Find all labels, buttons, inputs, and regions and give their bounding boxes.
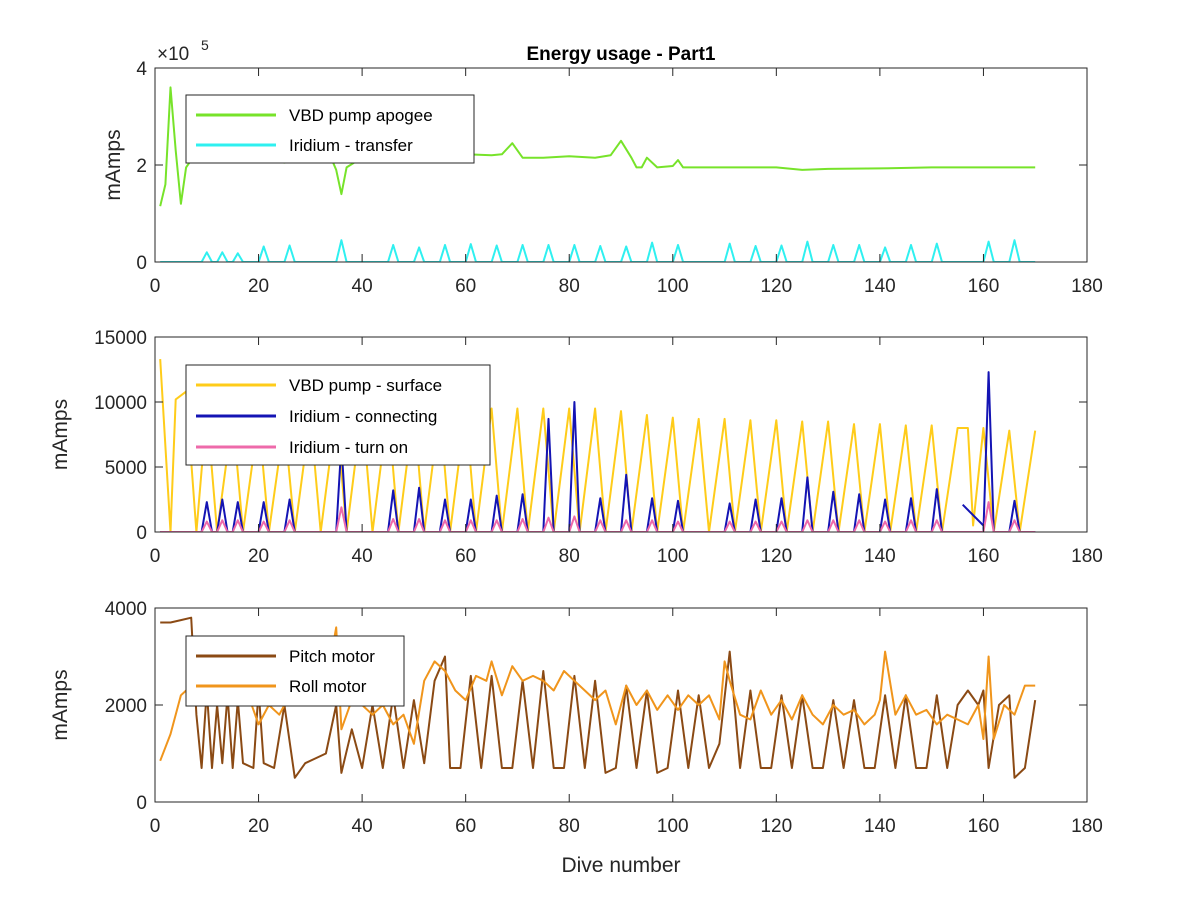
x-tick-label: 80 <box>559 276 580 297</box>
y-tick-label: 10000 <box>94 393 147 414</box>
x-tick-label: 160 <box>968 546 1000 567</box>
series-line-2 <box>160 371 1036 532</box>
series-line-2-extra <box>961 503 985 527</box>
series-line-2 <box>160 239 1036 262</box>
x-tick-label: 0 <box>150 276 161 297</box>
legend-label-2: Iridium - transfer <box>289 136 413 155</box>
x-tick-label: 60 <box>455 546 476 567</box>
y-axis-label: mAmps <box>49 669 72 740</box>
legend-label-1: VBD pump apogee <box>289 106 433 125</box>
subplots: 0 20 40 60 80 100 120 140 160 180 0 2 4 ×10 5 mAmps Ener… <box>49 37 1103 877</box>
x-tick-label: 20 <box>248 276 269 297</box>
x-tick-label: 140 <box>864 546 896 567</box>
subplot-1: 0 20 40 60 80 100 120 140 160 180 0 2 4 ×10 5 mAmps Ener… <box>102 37 1103 297</box>
series-line-3 <box>160 501 1036 532</box>
y-tick-label: 0 <box>136 253 147 274</box>
x-tick-label: 20 <box>248 816 269 837</box>
y-tick-label: 0 <box>136 523 147 544</box>
x-axis-label: Dive number <box>561 854 680 877</box>
legend-label-3: Iridium - turn on <box>289 438 408 457</box>
x-tick-label: 180 <box>1071 276 1103 297</box>
x-tick-label: 80 <box>559 546 580 567</box>
x-tick-label: 100 <box>657 276 689 297</box>
chart-title: Energy usage - Part1 <box>526 44 715 65</box>
y-tick-label: 2000 <box>105 696 147 717</box>
x-tick-label: 40 <box>352 546 373 567</box>
y-tick-label: 0 <box>136 793 147 814</box>
y-tick-label: 4000 <box>105 599 147 620</box>
axes-frame <box>154 336 1088 533</box>
x-tick-label: 160 <box>968 816 1000 837</box>
x-tick-label: 80 <box>559 816 580 837</box>
x-tick-label: 40 <box>352 816 373 837</box>
y-axis-label: mAmps <box>49 399 72 470</box>
x-tick-label: 100 <box>657 816 689 837</box>
y-exponent-label: ×10 <box>157 44 189 65</box>
x-tick-label: 20 <box>248 546 269 567</box>
y-axis-label: mAmps <box>102 129 125 200</box>
x-tick-label: 120 <box>760 816 792 837</box>
legend: VBD pump - surface Iridium - connecting Ir… <box>185 364 491 466</box>
legend-label-2: Roll motor <box>289 677 367 696</box>
x-tick-label: 60 <box>455 276 476 297</box>
series-line-1 <box>159 359 1037 532</box>
subplot-3: 0 20 40 60 80 100 120 140 160 180 0 2000 4000 mAmps Di… <box>49 599 1103 877</box>
legend-label-1: Pitch motor <box>289 647 375 666</box>
legend-label-1: VBD pump - surface <box>289 376 442 395</box>
legend-box <box>185 635 405 707</box>
x-tick-label: 60 <box>455 816 476 837</box>
legend-label-2: Iridium - connecting <box>289 407 437 426</box>
x-tick-label: 100 <box>657 546 689 567</box>
subplot-2: 0 20 40 60 80 100 120 140 160 180 0 5000 10000 15000 m… <box>49 328 1103 567</box>
y-exponent-power: 5 <box>201 37 209 53</box>
x-tick-label: 120 <box>760 276 792 297</box>
series-line-1 <box>160 616 1037 779</box>
x-tick-label: 160 <box>968 276 1000 297</box>
series-lines <box>159 359 1037 532</box>
y-tick-label: 4 <box>136 59 147 80</box>
y-tick-label: 15000 <box>94 328 147 349</box>
legend: VBD pump apogee Iridium - transfer <box>185 94 475 164</box>
x-tick-label: 140 <box>864 276 896 297</box>
x-tick-label: 0 <box>150 816 161 837</box>
y-tick-label: 2 <box>136 156 147 177</box>
x-tick-label: 120 <box>760 546 792 567</box>
x-tick-label: 140 <box>864 816 896 837</box>
x-tick-label: 180 <box>1071 546 1103 567</box>
legend: Pitch motor Roll motor <box>185 635 405 707</box>
x-tick-label: 180 <box>1071 816 1103 837</box>
x-tick-label: 0 <box>150 546 161 567</box>
legend-box <box>185 94 475 164</box>
x-tick-label: 40 <box>352 276 373 297</box>
y-tick-label: 5000 <box>105 458 147 479</box>
